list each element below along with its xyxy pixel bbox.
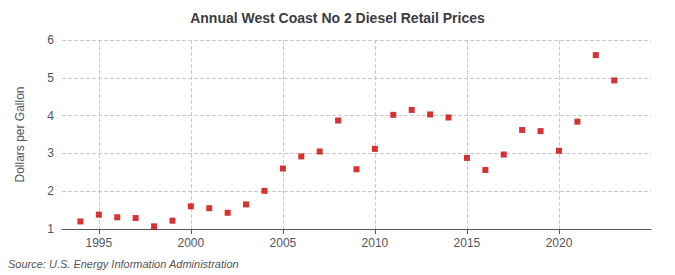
svg-text:2010: 2010 bbox=[362, 236, 389, 250]
svg-text:2020: 2020 bbox=[546, 236, 573, 250]
svg-text:5: 5 bbox=[47, 71, 54, 85]
svg-text:1: 1 bbox=[47, 222, 54, 236]
svg-text:2015: 2015 bbox=[454, 236, 481, 250]
svg-text:4: 4 bbox=[47, 109, 54, 123]
svg-text:3: 3 bbox=[47, 146, 54, 160]
svg-text:Dollars per Gallon: Dollars per Gallon bbox=[13, 86, 27, 182]
svg-text:Annual West Coast No 2 Diesel: Annual West Coast No 2 Diesel Retail Pri… bbox=[190, 10, 485, 26]
svg-text:1995: 1995 bbox=[85, 236, 112, 250]
svg-text:2000: 2000 bbox=[177, 236, 204, 250]
svg-text:6: 6 bbox=[47, 33, 54, 47]
svg-text:2: 2 bbox=[47, 184, 54, 198]
svg-text:Source: U.S. Energy Informatio: Source: U.S. Energy Information Administ… bbox=[8, 258, 239, 270]
svg-text:2005: 2005 bbox=[270, 236, 297, 250]
